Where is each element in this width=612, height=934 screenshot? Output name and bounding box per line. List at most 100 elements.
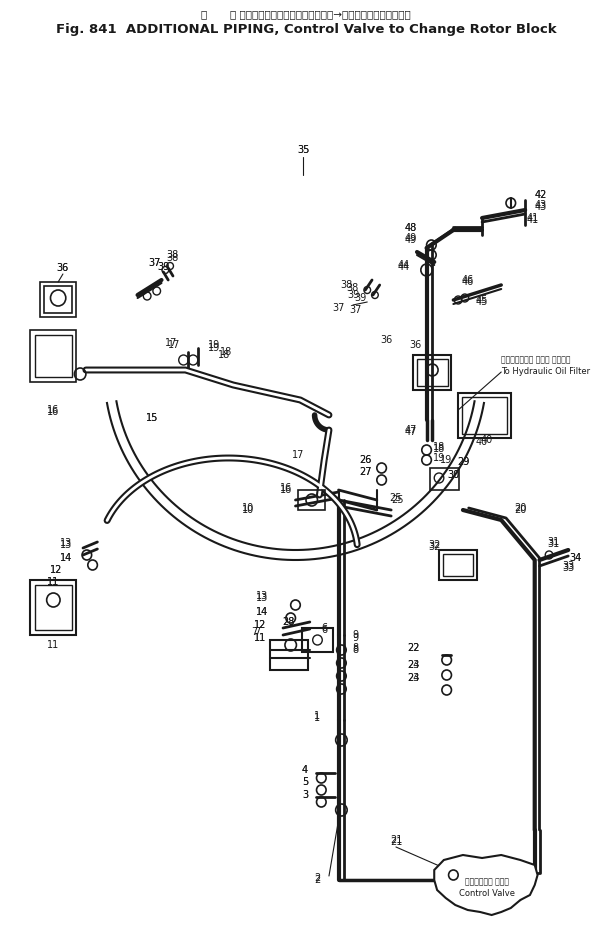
Text: 18: 18 — [433, 442, 445, 452]
Text: 14: 14 — [256, 607, 268, 617]
Text: 6: 6 — [321, 623, 327, 633]
Text: 48: 48 — [404, 223, 416, 233]
Bar — [430, 468, 459, 490]
Text: 13: 13 — [256, 593, 268, 603]
Text: 20: 20 — [514, 505, 526, 515]
Text: 40: 40 — [476, 437, 488, 447]
Text: 49: 49 — [404, 235, 416, 245]
Text: Fig. 841  ADDITIONAL PIPING, Control Valve to Change Rotor Block: Fig. 841 ADDITIONAL PIPING, Control Valv… — [56, 23, 556, 36]
Bar — [302, 628, 333, 652]
Text: 8: 8 — [353, 643, 359, 653]
Text: 2: 2 — [315, 875, 321, 885]
Text: 19: 19 — [439, 455, 452, 465]
Text: 19: 19 — [208, 343, 220, 353]
Text: 32: 32 — [428, 540, 441, 550]
Text: 14: 14 — [60, 553, 72, 563]
Text: 11: 11 — [254, 633, 266, 643]
Text: Control Valve: Control Valve — [459, 888, 515, 898]
Text: 47: 47 — [404, 425, 417, 435]
Bar — [35, 335, 72, 377]
Text: 20: 20 — [514, 503, 526, 513]
Text: 21: 21 — [390, 835, 402, 845]
Text: 24: 24 — [407, 673, 419, 683]
Text: 41: 41 — [527, 213, 539, 223]
Text: 39: 39 — [348, 290, 360, 300]
Text: 37: 37 — [149, 258, 161, 268]
Bar — [439, 550, 477, 580]
Text: 17: 17 — [165, 338, 177, 348]
Text: 39: 39 — [354, 293, 367, 303]
Bar — [458, 393, 511, 438]
Text: 40: 40 — [481, 435, 493, 445]
Text: 33: 33 — [562, 561, 574, 571]
Text: 35: 35 — [297, 145, 309, 155]
Text: 19: 19 — [433, 453, 445, 463]
Text: 41: 41 — [527, 215, 539, 225]
Text: 31: 31 — [548, 539, 560, 549]
Text: 12: 12 — [254, 620, 266, 630]
Text: 16: 16 — [280, 485, 292, 495]
Text: 36: 36 — [380, 335, 392, 345]
Text: 9: 9 — [353, 630, 359, 640]
Text: 15: 15 — [146, 413, 158, 423]
Text: 34: 34 — [570, 553, 582, 563]
Bar — [298, 490, 325, 510]
Text: 27: 27 — [359, 467, 371, 477]
Text: 27: 27 — [359, 467, 371, 477]
Text: 23: 23 — [407, 660, 419, 670]
Text: 36: 36 — [409, 340, 421, 350]
Text: 8: 8 — [353, 645, 359, 655]
Text: 28: 28 — [283, 617, 295, 627]
Text: 14: 14 — [256, 607, 268, 617]
Text: 6: 6 — [321, 625, 327, 635]
Text: 36: 36 — [57, 263, 69, 273]
Text: 18: 18 — [220, 347, 232, 357]
Text: 5: 5 — [302, 777, 308, 787]
Bar — [413, 355, 452, 390]
Text: 5: 5 — [302, 777, 308, 787]
Text: 23: 23 — [407, 673, 419, 683]
Text: 12: 12 — [50, 565, 62, 575]
Text: 31: 31 — [548, 537, 560, 547]
Text: 10: 10 — [242, 505, 254, 515]
Text: 33: 33 — [562, 563, 574, 573]
Text: 32: 32 — [428, 542, 441, 552]
Text: 11: 11 — [47, 640, 59, 650]
Text: 34: 34 — [570, 553, 582, 563]
Text: 48: 48 — [404, 223, 416, 233]
Text: 35: 35 — [297, 145, 309, 155]
Text: 2: 2 — [315, 873, 321, 883]
Text: 45: 45 — [476, 297, 488, 307]
Text: 13: 13 — [60, 538, 72, 548]
Text: 38: 38 — [166, 253, 178, 263]
Text: 24: 24 — [407, 660, 419, 670]
Text: 13: 13 — [60, 540, 72, 550]
Text: 4: 4 — [302, 765, 308, 775]
Text: 26: 26 — [359, 455, 371, 465]
Text: 38: 38 — [340, 280, 353, 290]
Text: コントロール バルブ: コントロール バルブ — [465, 878, 509, 886]
Text: 39: 39 — [157, 262, 170, 272]
Text: 15: 15 — [146, 413, 158, 423]
Text: 37: 37 — [349, 305, 362, 315]
Text: 14: 14 — [60, 553, 72, 563]
Text: 17: 17 — [168, 340, 180, 350]
Bar — [35, 585, 72, 630]
Text: 3: 3 — [302, 790, 308, 800]
Text: 30: 30 — [447, 470, 460, 480]
Text: 7: 7 — [251, 627, 258, 637]
Text: 30: 30 — [447, 470, 460, 480]
Text: 9: 9 — [353, 633, 359, 643]
Text: 7: 7 — [254, 627, 260, 637]
Text: 11: 11 — [47, 577, 59, 587]
Text: 25: 25 — [392, 495, 404, 505]
Text: To Hydraulic Oil Filter: To Hydraulic Oil Filter — [501, 367, 591, 376]
Text: 37: 37 — [149, 258, 161, 268]
Text: 12: 12 — [254, 620, 266, 630]
Text: 42: 42 — [534, 190, 547, 200]
Text: 37: 37 — [332, 303, 345, 313]
Text: 28: 28 — [283, 617, 295, 627]
Text: 16: 16 — [47, 405, 59, 415]
Text: 47: 47 — [404, 427, 417, 437]
Text: 39: 39 — [157, 262, 170, 272]
